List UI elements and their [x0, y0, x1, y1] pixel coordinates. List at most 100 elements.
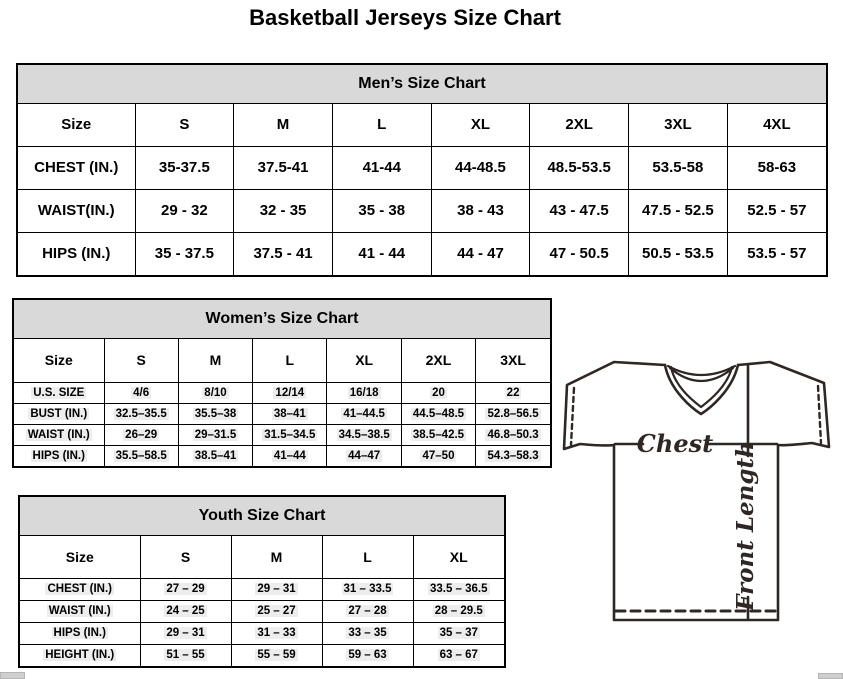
measurement-row: HEIGHT (IN.) 51 – 55 55 – 59 59 – 63 63 – 67: [20, 643, 504, 666]
measurement-value-cell: 47 - 50.5: [529, 231, 630, 275]
size-header-row: Size S M L XL 2XL 3XL: [14, 339, 550, 383]
measurement-value-cell: 29–31.5: [177, 423, 254, 446]
page-title: Basketball Jerseys Size Chart: [249, 5, 561, 30]
measurement-value-cell: 48.5-53.5: [529, 145, 630, 190]
measurement-value-cell: 35.5–58.5: [103, 444, 179, 466]
measurement-value-cell: 12/14: [252, 381, 328, 404]
size-column-header: M: [233, 104, 333, 147]
measurement-value-cell: 22: [475, 381, 550, 404]
size-column-header: L: [321, 536, 414, 579]
measurement-value-cell: 32.5–35.5: [103, 402, 179, 425]
size-column-header: M: [230, 536, 323, 579]
size-header-label: Size: [18, 104, 136, 147]
jersey-measurement-diagram: Chest Front Length: [562, 360, 831, 622]
measurement-value-cell: 54.3–58.3: [475, 444, 550, 466]
youth-chart-header: Youth Size Chart: [20, 497, 504, 536]
measurement-value-cell: 44-48.5: [430, 145, 531, 190]
measurement-value-cell: 52.8–56.5: [475, 402, 550, 425]
measurement-value-cell: 58-63: [726, 145, 826, 190]
measurement-value-cell: 38.5–42.5: [400, 423, 477, 446]
size-header-row: Size S M L XL 2XL 3XL 4XL: [18, 104, 826, 147]
measurement-value-cell: 51 – 55: [139, 643, 232, 666]
measurement-value-cell: 35 – 37: [412, 621, 504, 645]
measurement-value-cell: 43 - 47.5: [529, 188, 630, 233]
measurement-value-cell: 16/18: [326, 381, 402, 404]
horizontal-scrollbar-right-fragment[interactable]: [818, 673, 843, 679]
measurement-row-label: CHEST (IN.): [20, 577, 141, 601]
measurement-value-cell: 59 – 63: [321, 643, 414, 666]
measurement-row-label: WAIST (IN.): [14, 423, 105, 446]
measurement-value-cell: 20: [400, 381, 477, 404]
measurement-row: WAIST(IN.) 29 - 32 32 - 35 35 - 38 38 - 43 43…: [18, 188, 826, 233]
measurement-value-cell: 32 - 35: [233, 188, 333, 233]
measurement-value-cell: 35 - 38: [331, 188, 432, 233]
measurement-value-cell: 63 – 67: [412, 643, 504, 666]
measurement-value-cell: 33 – 35: [321, 621, 414, 645]
measurement-value-cell: 35.5–38: [177, 402, 254, 425]
measurement-row: HIPS (IN.) 29 – 31 31 – 33 33 – 35 35 – 37: [20, 621, 504, 645]
size-column-header: 2XL: [400, 339, 477, 383]
measurement-value-cell: 33.5 – 36.5: [412, 577, 504, 601]
measurement-row-label: U.S. SIZE: [14, 381, 105, 404]
womens-size-table: Size S M L XL 2XL 3XL U.S. SIZE 4/6 8/10 12/14 16/1…: [14, 339, 550, 466]
size-header-row: Size S M L XL: [20, 536, 504, 579]
measurement-value-cell: 41-44: [331, 145, 432, 190]
measurement-row: BUST (IN.) 32.5–35.5 35.5–38 38–41 41–44.5 44…: [14, 402, 550, 425]
size-column-header: 2XL: [529, 104, 630, 147]
measurement-value-cell: 4/6: [103, 381, 179, 404]
jersey-outline: [562, 360, 831, 622]
measurement-value-cell: 8/10: [177, 381, 254, 404]
measurement-value-cell: 35 - 37.5: [134, 231, 235, 275]
size-column-header: S: [103, 339, 179, 383]
measurement-row: WAIST (IN.) 26–29 29–31.5 31.5–34.5 34.5–38.…: [14, 423, 550, 446]
measurement-row-label: CHEST (IN.): [18, 145, 136, 190]
measurement-value-cell: 38.5–41: [177, 444, 254, 466]
chest-label: Chest: [637, 429, 713, 458]
measurement-row-label: HEIGHT (IN.): [20, 643, 141, 666]
measurement-value-cell: 53.5 - 57: [726, 231, 826, 275]
size-column-header: 3XL: [628, 104, 728, 147]
measurement-value-cell: 37.5-41: [233, 145, 333, 190]
measurement-row: WAIST (IN.) 24 – 25 25 – 27 27 – 28 28 – 29.…: [20, 599, 504, 623]
measurement-value-cell: 44.5–48.5: [400, 402, 477, 425]
measurement-value-cell: 31.5–34.5: [252, 423, 328, 446]
collar-inner-v: [669, 365, 734, 409]
size-column-header: 3XL: [475, 339, 550, 383]
measurement-value-cell: 31 – 33.5: [321, 577, 414, 601]
measurement-value-cell: 55 – 59: [230, 643, 323, 666]
mens-size-chart: Men’s Size Chart Size S M L XL 2XL 3XL 4XL CHEST…: [16, 63, 828, 277]
measurement-row-label: HIPS (IN.): [20, 621, 141, 645]
measurement-value-cell: 28 – 29.5: [412, 599, 504, 623]
measurement-row: CHEST (IN.) 35-37.5 37.5-41 41-44 44-48.5 48.…: [18, 145, 826, 190]
measurement-row-label: WAIST (IN.): [20, 599, 141, 623]
measurement-value-cell: 27 – 29: [139, 577, 232, 601]
size-column-header: S: [139, 536, 232, 579]
measurement-value-cell: 46.8–50.3: [475, 423, 550, 446]
measurement-value-cell: 47–50: [400, 444, 477, 466]
measurement-value-cell: 27 – 28: [321, 599, 414, 623]
mens-size-table: Size S M L XL 2XL 3XL 4XL CHEST (IN.) 35-37.5 37.5…: [18, 104, 826, 275]
measurement-value-cell: 26–29: [103, 423, 179, 446]
measurement-value-cell: 24 – 25: [139, 599, 232, 623]
measurement-value-cell: 41–44: [252, 444, 328, 466]
womens-size-chart: Women’s Size Chart Size S M L XL 2XL 3XL U.S. S…: [12, 298, 552, 468]
size-column-header: L: [331, 104, 432, 147]
youth-size-chart: Youth Size Chart Size S M L XL CHEST (IN.) 27 …: [18, 495, 506, 668]
measurement-value-cell: 50.5 - 53.5: [628, 231, 728, 275]
measurement-row: CHEST (IN.) 27 – 29 29 – 31 31 – 33.5 33.5 –…: [20, 577, 504, 601]
measurement-value-cell: 34.5–38.5: [326, 423, 402, 446]
measurement-value-cell: 52.5 - 57: [726, 188, 826, 233]
measurement-row-label: HIPS (IN.): [18, 231, 136, 275]
size-column-header: XL: [412, 536, 504, 579]
measurement-value-cell: 44 - 47: [430, 231, 531, 275]
measurement-value-cell: 29 – 31: [230, 577, 323, 601]
measurement-value-cell: 38 - 43: [430, 188, 531, 233]
measurement-value-cell: 31 – 33: [230, 621, 323, 645]
measurement-row-label: BUST (IN.): [14, 402, 105, 425]
left-cuff-dashed-line: [569, 386, 576, 447]
horizontal-scrollbar-left-fragment[interactable]: [0, 672, 25, 679]
measurement-value-cell: 35-37.5: [134, 145, 235, 190]
measurement-value-cell: 44–47: [326, 444, 402, 466]
measurement-value-cell: 41–44.5: [326, 402, 402, 425]
measurement-value-cell: 53.5-58: [628, 145, 728, 190]
